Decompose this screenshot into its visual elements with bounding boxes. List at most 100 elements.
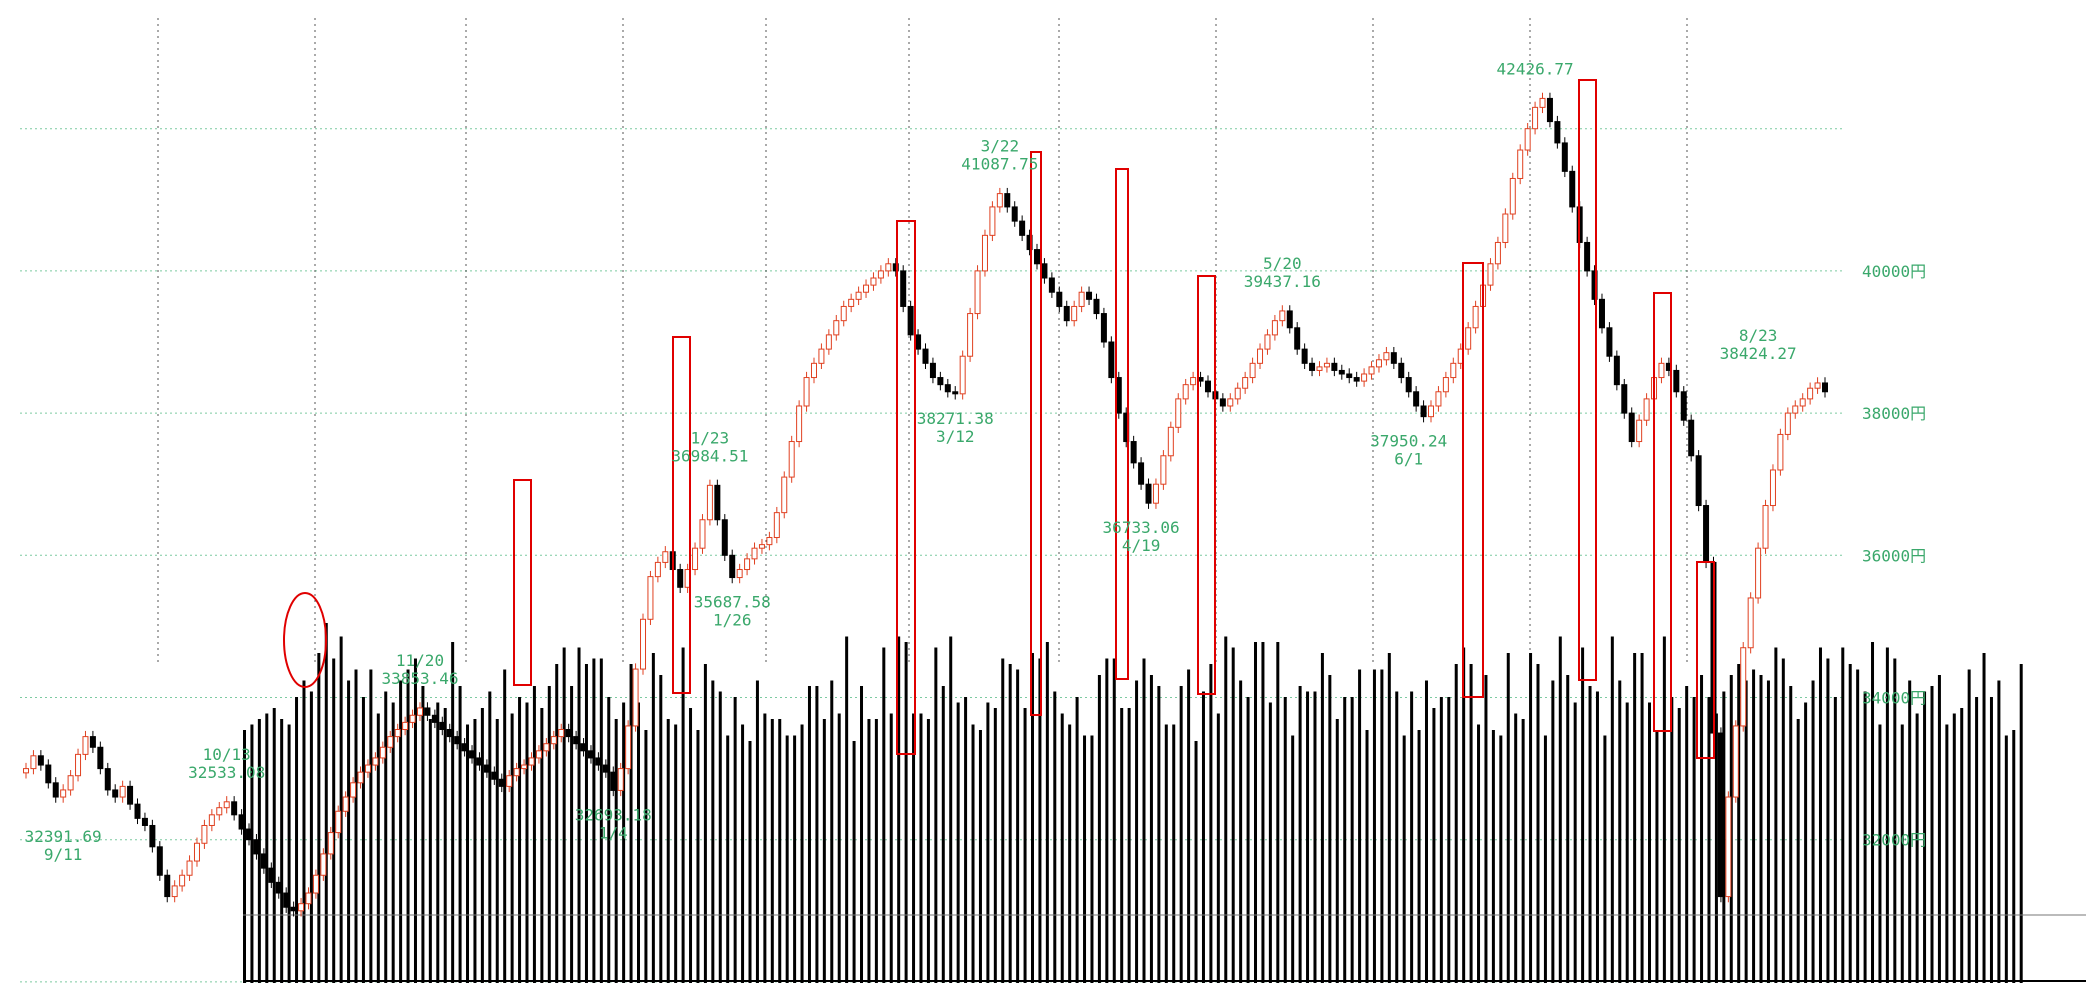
volume-bar: [1937, 675, 1941, 983]
candle-body: [1182, 384, 1189, 400]
candle-body: [424, 707, 431, 716]
candle-body: [1628, 412, 1635, 443]
candle-body: [1004, 193, 1011, 208]
volume-bar: [1239, 680, 1243, 983]
candle-body: [1138, 462, 1145, 485]
candle-body: [1539, 97, 1546, 108]
candle-body: [944, 384, 951, 393]
volume-bar: [1982, 653, 1986, 983]
grid-lines: [20, 18, 1845, 983]
volume-bar: [1365, 730, 1369, 983]
candle-body: [929, 362, 936, 379]
candle-body: [416, 707, 423, 716]
volume-bar: [1060, 713, 1064, 983]
candle-body: [1323, 362, 1330, 368]
volume-bar: [584, 664, 588, 983]
volume-bar: [443, 708, 447, 983]
candle-body: [506, 775, 513, 787]
volume-bar: [897, 636, 901, 983]
candle-body: [1472, 305, 1479, 329]
candle-body: [164, 874, 171, 898]
volume-bar: [428, 719, 432, 983]
annotation-date: 1/4: [599, 823, 628, 842]
volume-bar: [547, 686, 551, 983]
candle-body: [1249, 362, 1256, 379]
volume-bar: [1038, 658, 1042, 983]
volume-bar: [1766, 680, 1770, 983]
candle-body: [119, 785, 126, 798]
candle-body: [1361, 373, 1368, 382]
volume-bar: [1499, 735, 1503, 983]
volume-bar: [1484, 675, 1488, 983]
volume-bar: [1246, 697, 1250, 983]
volume-bar: [555, 664, 559, 983]
volume-bar: [1923, 691, 1927, 983]
volume-bar: [748, 741, 752, 983]
highlight-box: [1696, 561, 1715, 759]
candle-body: [75, 753, 82, 777]
volume-bar: [1811, 680, 1815, 983]
volume-bar: [703, 664, 707, 983]
candle-body: [922, 348, 929, 364]
annotation-value: 42426.77: [1497, 59, 1574, 78]
volume-bar: [1350, 697, 1354, 983]
volume-bar: [1142, 658, 1146, 983]
volume-bar: [867, 719, 871, 983]
volume-bar: [1640, 653, 1644, 983]
volume-bar: [1402, 735, 1406, 983]
volume-bar: [1796, 719, 1800, 983]
candle-body: [1658, 362, 1665, 379]
annotation-value: 32533.08: [188, 763, 265, 782]
volume-bar: [272, 708, 276, 983]
annotation-value: 36733.06: [1103, 518, 1180, 537]
candle-body: [1703, 505, 1710, 563]
candle-body: [1643, 398, 1650, 421]
volume-bar: [778, 719, 782, 983]
candle-body: [476, 757, 483, 766]
volume-bar: [280, 719, 284, 983]
candle-body: [692, 547, 699, 571]
volume-bar: [964, 697, 968, 983]
volume-bar: [1090, 735, 1094, 983]
candle-body: [1071, 305, 1078, 322]
candle-body: [1093, 298, 1100, 315]
annotation-value: 37950.24: [1370, 432, 1447, 451]
candle-body: [312, 874, 319, 894]
candle-body: [1695, 455, 1702, 507]
volume-bar: [399, 680, 403, 983]
highlight-box: [1653, 292, 1672, 732]
candle-body: [1413, 391, 1420, 407]
candle-body: [156, 846, 163, 876]
candle-body: [565, 728, 572, 738]
candle-body: [848, 298, 855, 307]
candle-body: [290, 906, 297, 912]
volume-bar: [265, 713, 269, 983]
candle-body: [357, 771, 364, 784]
candle-body: [907, 305, 914, 336]
volume-bar: [622, 702, 626, 983]
volume-bar: [570, 686, 574, 983]
candle-body: [216, 807, 223, 816]
candle-body: [1777, 433, 1784, 471]
volume-bar: [718, 691, 722, 983]
volume-bar: [1335, 719, 1339, 983]
volume-bar: [287, 724, 291, 983]
price-candles: [23, 92, 1828, 917]
candle-body: [246, 828, 253, 841]
candle-body: [439, 721, 446, 730]
volume-bar: [1395, 691, 1399, 983]
volume-bar: [1506, 653, 1510, 983]
candle-body: [1152, 483, 1159, 504]
candle-body: [1740, 647, 1747, 727]
volume-bar: [1714, 713, 1718, 983]
candle-body: [186, 860, 193, 876]
candle-body: [1732, 725, 1739, 798]
volume-bar: [1885, 647, 1889, 983]
candle-body: [52, 782, 59, 798]
volume-bar: [1432, 708, 1436, 983]
candle-body: [1450, 362, 1457, 379]
volume-bar: [1179, 686, 1183, 983]
candle-body: [877, 270, 884, 279]
candle-body: [1717, 732, 1724, 898]
